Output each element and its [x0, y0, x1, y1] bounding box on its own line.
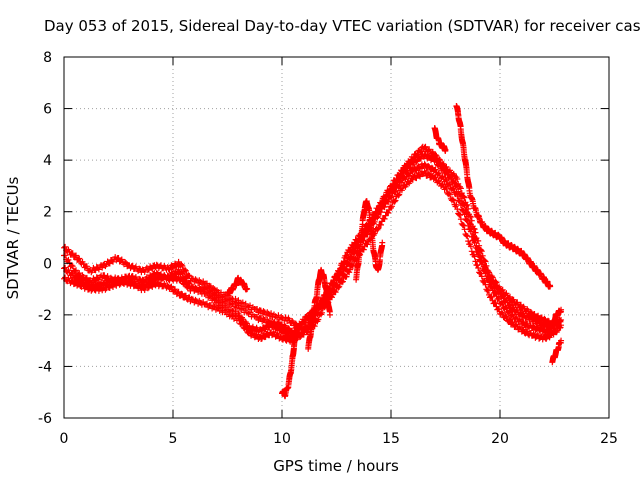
data-point-markers: [305, 266, 333, 352]
y-axis-label: SDTVAR / TECUs: [4, 176, 22, 299]
y-tick-label: 6: [43, 102, 52, 118]
data-point-markers: [431, 125, 449, 154]
chart-title: Day 053 of 2015, Sidereal Day-to-day VTE…: [44, 17, 640, 35]
x-tick-label: 15: [382, 431, 400, 447]
grid-lines: [64, 57, 609, 418]
data-points: [61, 103, 565, 400]
plot-frame: [63, 56, 610, 419]
data-point-markers: [353, 198, 386, 283]
x-axis-label: GPS time / hours: [273, 457, 399, 475]
series-trace-9: [353, 198, 386, 283]
x-tick-label: 5: [169, 431, 178, 447]
x-tick-label: 25: [600, 431, 618, 447]
data-point-markers: [549, 337, 565, 366]
series-trace-10: [549, 337, 565, 366]
y-tick-label: 8: [43, 50, 52, 66]
data-point-markers: [547, 306, 565, 332]
series-trace-7: [279, 324, 301, 400]
series-trace-11: [547, 306, 565, 332]
series-trace-5: [453, 103, 554, 290]
series-trace-8: [305, 266, 333, 352]
series-trace-6: [431, 125, 449, 154]
y-tick-label: -2: [38, 308, 52, 324]
x-tick-label: 10: [273, 431, 291, 447]
series-trace-12: [224, 274, 251, 297]
x-tick-label: 0: [60, 431, 69, 447]
y-tick-label: -6: [38, 411, 52, 427]
x-tick-label: 20: [491, 431, 509, 447]
data-point-markers: [279, 324, 301, 400]
y-tick-label: 4: [43, 153, 52, 169]
axis-ticks: 0 5 10 15 20 25 -6 -4 -2 0 2 4 6 8: [38, 50, 618, 447]
y-tick-label: 0: [43, 256, 52, 272]
data-point-markers: [453, 103, 554, 290]
y-tick-label: -4: [38, 359, 52, 375]
data-point-markers: [224, 274, 251, 297]
y-tick-label: 2: [43, 205, 52, 221]
